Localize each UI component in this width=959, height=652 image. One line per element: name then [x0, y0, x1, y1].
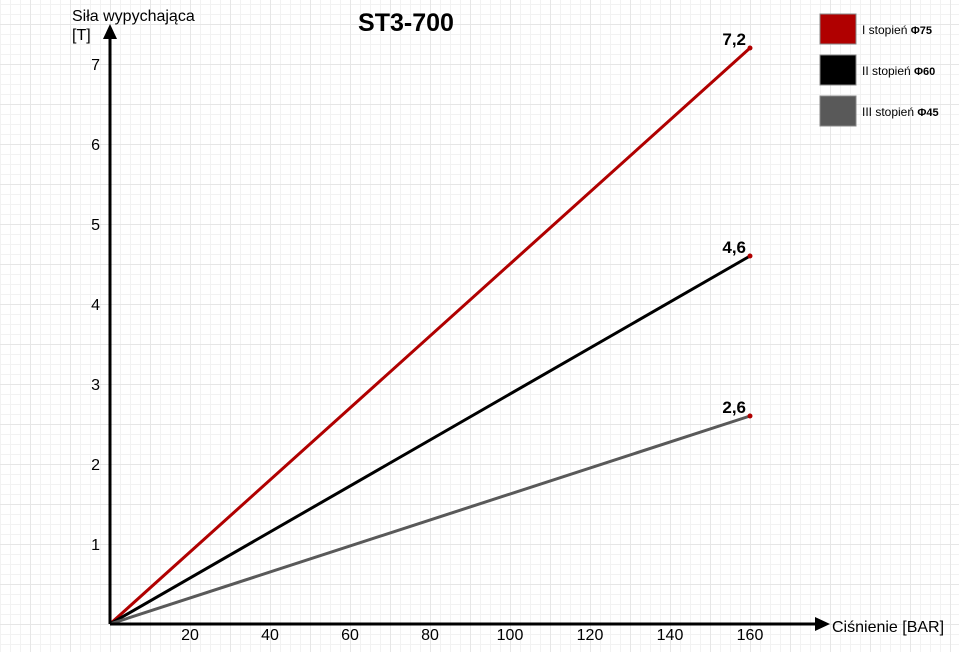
legend-swatch-1: [819, 13, 857, 45]
y-tick-label-3: 4: [91, 297, 100, 314]
data-labels: 7,2 4,6 2,6: [722, 30, 746, 417]
legend-item-2: II stopień Φ60: [862, 64, 935, 78]
series-point-2: [747, 253, 753, 259]
y-tick-label-2: 3: [91, 377, 100, 394]
legend-swatch-3: [819, 95, 857, 127]
series-point-1: [747, 45, 753, 51]
legend-symbol-2: Φ60: [914, 66, 935, 78]
x-tick-label-7: 160: [737, 627, 764, 644]
series-point-3: [747, 413, 753, 419]
legend-symbol-1: Φ75: [911, 25, 932, 37]
legend-label-3: III stopień: [862, 105, 917, 119]
x-tick-label-6: 140: [657, 627, 684, 644]
x-tick-label-2: 60: [341, 627, 359, 644]
legend: I stopień Φ75 II stopień Φ60 III stopień Φ…: [819, 13, 939, 127]
data-label-3: 2,6: [722, 398, 746, 417]
series-layer: [108, 45, 753, 626]
x-tick-label-0: 20: [181, 627, 199, 644]
y-tick-label-6: 7: [91, 57, 100, 74]
y-axis-arrow: [103, 24, 117, 39]
legend-symbol-3: Φ45: [917, 107, 938, 119]
x-axis-arrow: [815, 617, 830, 631]
legend-item-3: III stopień Φ45: [862, 105, 939, 119]
y-tick-label-4: 5: [91, 217, 100, 234]
series-line-2: [109, 254, 751, 626]
y-tick-label-5: 6: [91, 137, 100, 154]
y-tick-label-0: 1: [91, 537, 100, 554]
data-label-2: 4,6: [722, 238, 746, 257]
chart-title: ST3-700: [358, 9, 454, 37]
y-axis-label-line1: Siła wypychająca: [72, 8, 195, 25]
x-axis-label: Ciśnienie [BAR]: [832, 619, 944, 636]
x-tick-label-1: 40: [261, 627, 279, 644]
series-line-1: [108, 46, 752, 626]
data-label-1: 7,2: [722, 30, 746, 49]
x-tick-label-4: 100: [497, 627, 524, 644]
x-tick-labels: 20 40 60 80 100 120 140 160: [181, 627, 763, 644]
x-tick-label-3: 80: [421, 627, 439, 644]
x-tick-label-5: 120: [577, 627, 604, 644]
legend-swatch-2: [819, 54, 857, 86]
legend-label-1: I stopień: [862, 23, 911, 37]
y-axis-label-line2: [T]: [72, 27, 91, 44]
legend-item-1: I stopień Φ75: [862, 23, 932, 37]
y-tick-label-1: 2: [91, 457, 100, 474]
legend-label-2: II stopień: [862, 64, 914, 78]
series-line-3: [109, 414, 751, 626]
y-tick-labels: 1 2 3 4 5 6 7: [91, 57, 100, 554]
